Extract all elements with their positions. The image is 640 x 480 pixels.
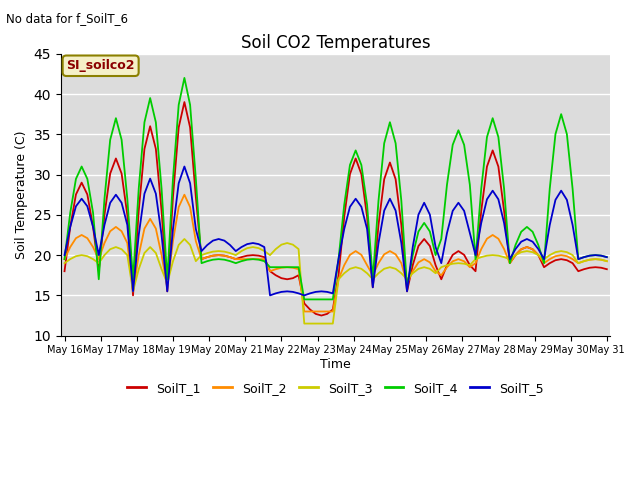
SoilT_1 xyxy=(221,253,228,259)
SoilT_3 xyxy=(569,252,577,258)
SoilT_4 xyxy=(364,202,371,208)
SoilT_5 xyxy=(266,292,274,298)
Line: SoilT_1: SoilT_1 xyxy=(65,102,607,315)
Legend: SoilT_1, SoilT_2, SoilT_3, SoilT_4, SoilT_5: SoilT_1, SoilT_2, SoilT_3, SoilT_4, Soil… xyxy=(122,377,549,400)
Title: Soil CO2 Temperatures: Soil CO2 Temperatures xyxy=(241,34,431,52)
SoilT_1 xyxy=(346,171,354,177)
SoilT_4 xyxy=(180,75,188,81)
SoilT_4 xyxy=(603,254,611,260)
SoilT_5 xyxy=(346,204,354,210)
Text: No data for f_SoilT_6: No data for f_SoilT_6 xyxy=(6,12,129,25)
SoilT_1 xyxy=(300,300,308,306)
SoilT_4 xyxy=(569,186,577,192)
SoilT_3 xyxy=(603,258,611,264)
SoilT_5 xyxy=(180,164,188,169)
Line: SoilT_5: SoilT_5 xyxy=(65,167,607,295)
Line: SoilT_4: SoilT_4 xyxy=(65,78,607,300)
SoilT_5 xyxy=(603,254,611,260)
SoilT_4 xyxy=(221,257,228,263)
SoilT_5 xyxy=(569,222,577,228)
SoilT_3 xyxy=(135,266,143,272)
SoilT_2 xyxy=(569,256,577,262)
SoilT_3 xyxy=(306,321,314,326)
SoilT_3 xyxy=(300,321,308,326)
SoilT_4 xyxy=(300,297,308,302)
SoilT_5 xyxy=(221,238,228,243)
SoilT_4 xyxy=(61,256,68,262)
SoilT_2 xyxy=(603,258,611,264)
SoilT_2 xyxy=(364,262,371,268)
SoilT_5 xyxy=(306,290,314,296)
SoilT_3 xyxy=(346,266,354,272)
SoilT_4 xyxy=(346,162,354,168)
SoilT_3 xyxy=(180,236,188,242)
SoilT_2 xyxy=(135,252,143,258)
SoilT_5 xyxy=(364,226,371,232)
Line: SoilT_3: SoilT_3 xyxy=(65,239,607,324)
SoilT_2 xyxy=(221,253,228,259)
SoilT_2 xyxy=(180,192,188,198)
X-axis label: Time: Time xyxy=(320,358,351,371)
SoilT_1 xyxy=(61,268,68,274)
SoilT_1 xyxy=(135,208,143,214)
SoilT_2 xyxy=(61,256,68,262)
SoilT_1 xyxy=(569,260,577,266)
SoilT_3 xyxy=(364,270,371,276)
SoilT_3 xyxy=(221,249,228,254)
SoilT_4 xyxy=(306,297,314,302)
Y-axis label: Soil Temperature (C): Soil Temperature (C) xyxy=(15,131,28,259)
SoilT_5 xyxy=(135,232,143,238)
SoilT_1 xyxy=(317,312,325,318)
Text: SI_soilco2: SI_soilco2 xyxy=(67,59,135,72)
SoilT_2 xyxy=(306,309,314,314)
SoilT_1 xyxy=(180,99,188,105)
SoilT_1 xyxy=(364,214,371,220)
SoilT_2 xyxy=(346,252,354,258)
SoilT_3 xyxy=(61,260,68,266)
SoilT_2 xyxy=(300,309,308,314)
Line: SoilT_2: SoilT_2 xyxy=(65,195,607,312)
SoilT_4 xyxy=(135,186,143,192)
SoilT_1 xyxy=(603,266,611,272)
SoilT_5 xyxy=(61,252,68,258)
